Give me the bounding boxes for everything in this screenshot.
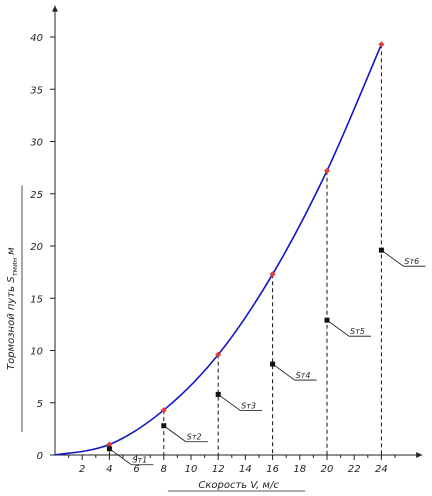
y-axis-title-unit: м (6, 247, 17, 255)
y-tick-label: 10 (30, 347, 43, 358)
y-axis-title-subscript: тмин (11, 258, 19, 277)
data-point-marker (378, 41, 385, 48)
y-tick-label: 0 (37, 451, 43, 462)
y-tick-label: 25 (30, 190, 43, 201)
x-tick-label: 10 (185, 464, 198, 475)
y-tick-label: 5 (37, 399, 43, 410)
x-axis-title: Скорость V, м/с (198, 480, 279, 491)
x-tick-label: 22 (348, 464, 361, 475)
data-point-marker (215, 351, 222, 358)
x-tick-label: 16 (266, 464, 279, 475)
component-label: Sт5 (350, 327, 365, 336)
y-tick-label: 40 (30, 33, 43, 44)
component-label: Sт6 (404, 257, 419, 266)
x-tick-label: 20 (321, 464, 334, 475)
x-tick-label: 4 (106, 464, 112, 475)
leader-line (272, 363, 295, 381)
x-tick-label: 18 (293, 464, 306, 475)
x-tick-label: 2 (79, 464, 85, 475)
y-tick-label: 20 (30, 242, 43, 253)
leader-line (326, 319, 350, 337)
data-point-marker (106, 441, 113, 448)
leader-line (109, 448, 132, 466)
y-axis-title-main: Тормозной путь S (6, 276, 17, 370)
component-label: Sт1 (132, 456, 147, 465)
x-tick-label: 24 (375, 464, 388, 475)
x-axis-arrow (416, 452, 423, 458)
leader-line (381, 249, 404, 267)
data-point-marker (324, 167, 330, 174)
component-label: Sт3 (241, 401, 256, 410)
data-point-marker (269, 271, 276, 278)
y-tick-label: 15 (30, 294, 43, 305)
x-tick-label: 12 (212, 464, 225, 475)
y-tick-label: 35 (30, 85, 43, 96)
y-axis-title: Тормозной путь Sтмин м (6, 247, 19, 370)
leader-line (163, 425, 187, 443)
component-label: Sт4 (296, 371, 311, 380)
data-point-marker (160, 407, 167, 414)
x-tick-label: 8 (161, 464, 167, 475)
y-axis-arrow (52, 5, 58, 12)
component-label: Sт2 (187, 433, 202, 442)
y-tick-label: 30 (30, 138, 43, 149)
x-tick-label: 6 (133, 464, 139, 475)
x-tick-label: 14 (239, 464, 252, 475)
series-line (54, 43, 383, 456)
leader-line (217, 394, 241, 411)
